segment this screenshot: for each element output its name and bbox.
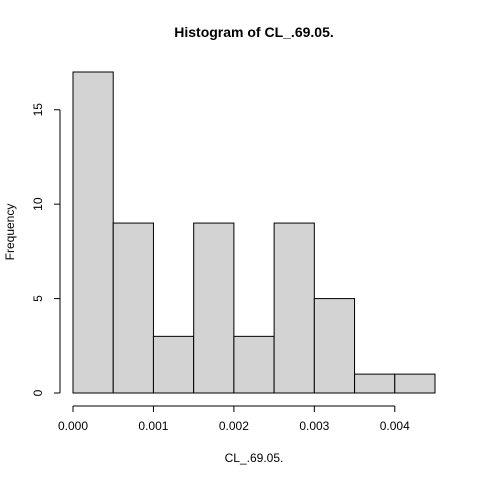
histogram-bar: [354, 373, 396, 394]
x-tick-label: 0.003: [299, 419, 329, 433]
y-tick-label: 10: [31, 197, 45, 211]
x-tick-label: 0.001: [138, 419, 168, 433]
histogram-bar: [112, 222, 154, 394]
x-axis: 0.000 0.001 0.002 0.003 0.004: [58, 405, 410, 433]
histogram-bar: [152, 335, 195, 394]
y-axis-label: Frequency: [3, 204, 17, 261]
x-axis-label: CL_.69.05.: [225, 451, 284, 465]
histogram-bar: [313, 298, 356, 394]
y-tick-label: 15: [31, 103, 45, 117]
histogram-bar: [193, 222, 235, 394]
x-tick-label: 0.000: [58, 419, 88, 433]
histogram-bar: [273, 222, 315, 394]
y-axis: 0 5 10 15: [31, 103, 61, 396]
bars-group: [72, 71, 436, 394]
x-tick-label: 0.004: [380, 419, 410, 433]
chart-title: Histogram of CL_.69.05.: [174, 24, 334, 40]
x-tick-label: 0.002: [219, 419, 249, 433]
y-tick-label: 0: [31, 389, 45, 396]
histogram-bar: [233, 335, 275, 394]
histogram-bar: [394, 373, 436, 394]
y-tick-label: 5: [31, 295, 45, 302]
histogram-bar: [72, 71, 114, 394]
